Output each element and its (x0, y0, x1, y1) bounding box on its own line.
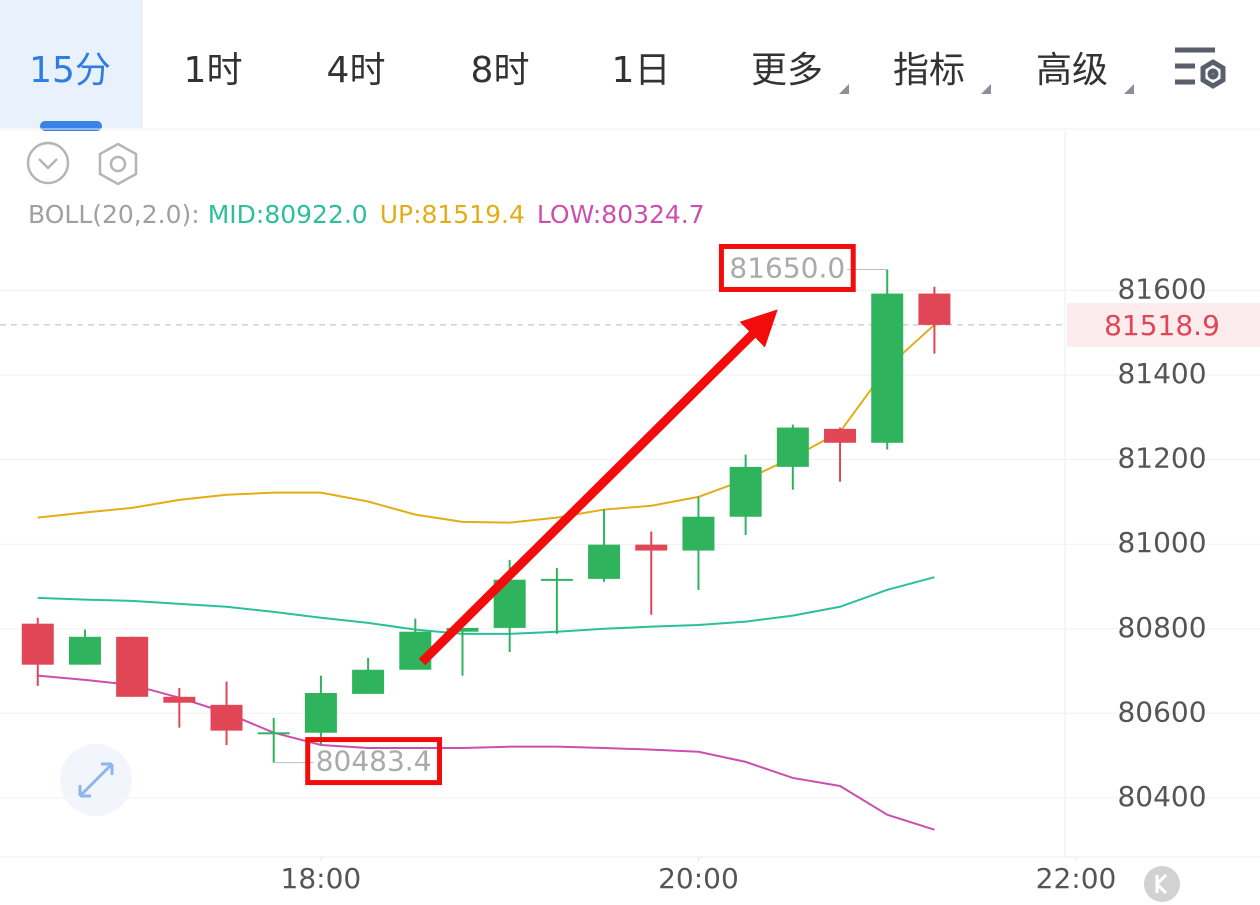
y-tick-label: 81000 (1117, 526, 1206, 559)
candle-body (163, 696, 196, 703)
y-tick-label: 81400 (1117, 357, 1206, 390)
band-line (37, 323, 936, 524)
dropdown-caret (1124, 84, 1134, 94)
candle-body (776, 427, 809, 467)
legend-item: LOW:80324.7 (537, 200, 705, 229)
annotation-box (305, 737, 443, 786)
candle-body (210, 704, 243, 731)
legend-item: UP:81519.4 (380, 200, 525, 229)
candle-body (635, 544, 668, 551)
expand-button[interactable] (60, 744, 132, 816)
annotation-label: 80483.4 (316, 745, 432, 778)
candle-body (824, 428, 857, 443)
collapse-icon[interactable] (26, 141, 70, 185)
tab[interactable]: 8时 (471, 50, 530, 91)
y-tick-label: 81200 (1117, 442, 1206, 475)
active-tab-bg (0, 0, 143, 128)
y-tick-label: 81600 (1117, 273, 1206, 306)
candle-body (257, 732, 290, 735)
candle-body (446, 627, 479, 632)
legend-item: MID:80922.0 (208, 200, 368, 229)
candle-body (352, 669, 385, 694)
candle-body (682, 516, 715, 551)
candle-body (116, 636, 149, 697)
x-tick-label: 18:00 (281, 862, 362, 895)
k-button[interactable] (1144, 866, 1180, 902)
y-tick-label: 80400 (1117, 780, 1206, 813)
x-tick-label: 20:00 (658, 862, 739, 895)
candle-body (304, 693, 337, 733)
candle-body (540, 578, 573, 581)
y-tick-label: 80600 (1117, 695, 1206, 728)
plot-area (21, 269, 951, 831)
tab[interactable]: 更多 (751, 50, 823, 91)
annotation-box (718, 243, 856, 292)
candle-body (399, 631, 432, 670)
arrow (418, 309, 778, 666)
dropdown-caret (981, 84, 991, 94)
x-tick-label: 22:00 (1036, 862, 1117, 895)
tab[interactable]: 1日 (612, 50, 671, 91)
current-price-label: 81518.9 (1104, 309, 1220, 342)
settings-icon[interactable] (1175, 47, 1226, 89)
tab[interactable]: 指标 (893, 50, 965, 91)
band-line (37, 576, 935, 635)
tab[interactable]: 1时 (184, 50, 243, 91)
annotations: 81650.0 80483.4 (273, 243, 888, 786)
tab[interactable]: 4时 (327, 50, 386, 91)
annotation-label: 81650.0 (729, 251, 845, 284)
legend-title: BOLL(20,2.0): (28, 200, 200, 229)
dropdown-caret (839, 84, 849, 94)
candle-body (21, 623, 54, 665)
tab[interactable]: 高级 (1036, 50, 1108, 91)
current-price-bg (1067, 302, 1260, 347)
candle-body (729, 466, 762, 517)
candle-body (588, 544, 621, 579)
tab[interactable]: 15分 (29, 50, 111, 91)
candle-body (68, 636, 101, 665)
y-tick-label: 80800 (1117, 611, 1206, 644)
grid: 80400 80600 80800 81000 81200 81400 81600 18:00… (0, 273, 1260, 895)
indicator-settings-icon[interactable] (98, 142, 138, 186)
candle-body (918, 293, 951, 325)
legend: BOLL(20,2.0): MID:80922.0 UP:81519.4 LOW:80… (28, 200, 705, 229)
candle-body (871, 293, 904, 443)
tab-bar: 15分 1时 4时 8时 1日 更多 指标 高级 (0, 0, 1134, 131)
